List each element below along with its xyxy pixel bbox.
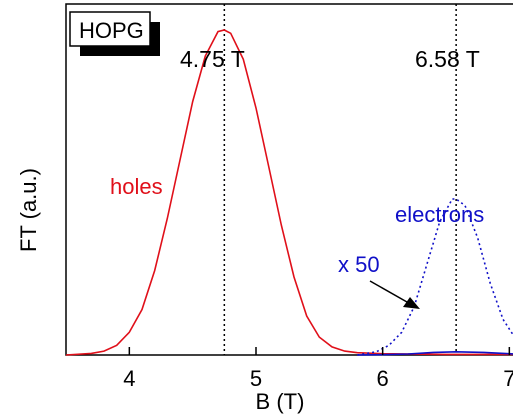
plot-frame xyxy=(65,3,513,356)
series-line-0 xyxy=(65,29,513,356)
x-tick-label-0: 4 xyxy=(123,366,135,391)
peak-markers xyxy=(223,4,457,355)
multiplier-label: x 50 xyxy=(338,252,380,277)
plot-area: 4 5 6 7 xyxy=(65,3,513,391)
x-tick-label-3: 7 xyxy=(503,366,513,391)
series-label-electrons: electrons xyxy=(395,202,484,227)
series-label-holes: holes xyxy=(110,174,163,199)
x-axis-label: B (T) xyxy=(256,389,305,414)
x-ticks: 4 5 6 7 xyxy=(123,347,513,391)
arrow-head xyxy=(403,297,420,309)
sample-label: HOPG xyxy=(79,18,144,43)
x-tick-label-1: 5 xyxy=(250,366,262,391)
peak-label-holes: 4.75 T xyxy=(180,46,245,72)
peak-label-electrons: 6.58 T xyxy=(415,46,480,72)
x-tick-label-2: 6 xyxy=(377,366,389,391)
annotation-arrow xyxy=(369,280,420,309)
y-axis-label: FT (a.u.) xyxy=(16,168,41,252)
sample-label-frame xyxy=(69,11,151,47)
series-line-2 xyxy=(357,350,513,356)
sample-label-box: HOPG xyxy=(69,11,160,56)
series-group xyxy=(65,29,513,356)
